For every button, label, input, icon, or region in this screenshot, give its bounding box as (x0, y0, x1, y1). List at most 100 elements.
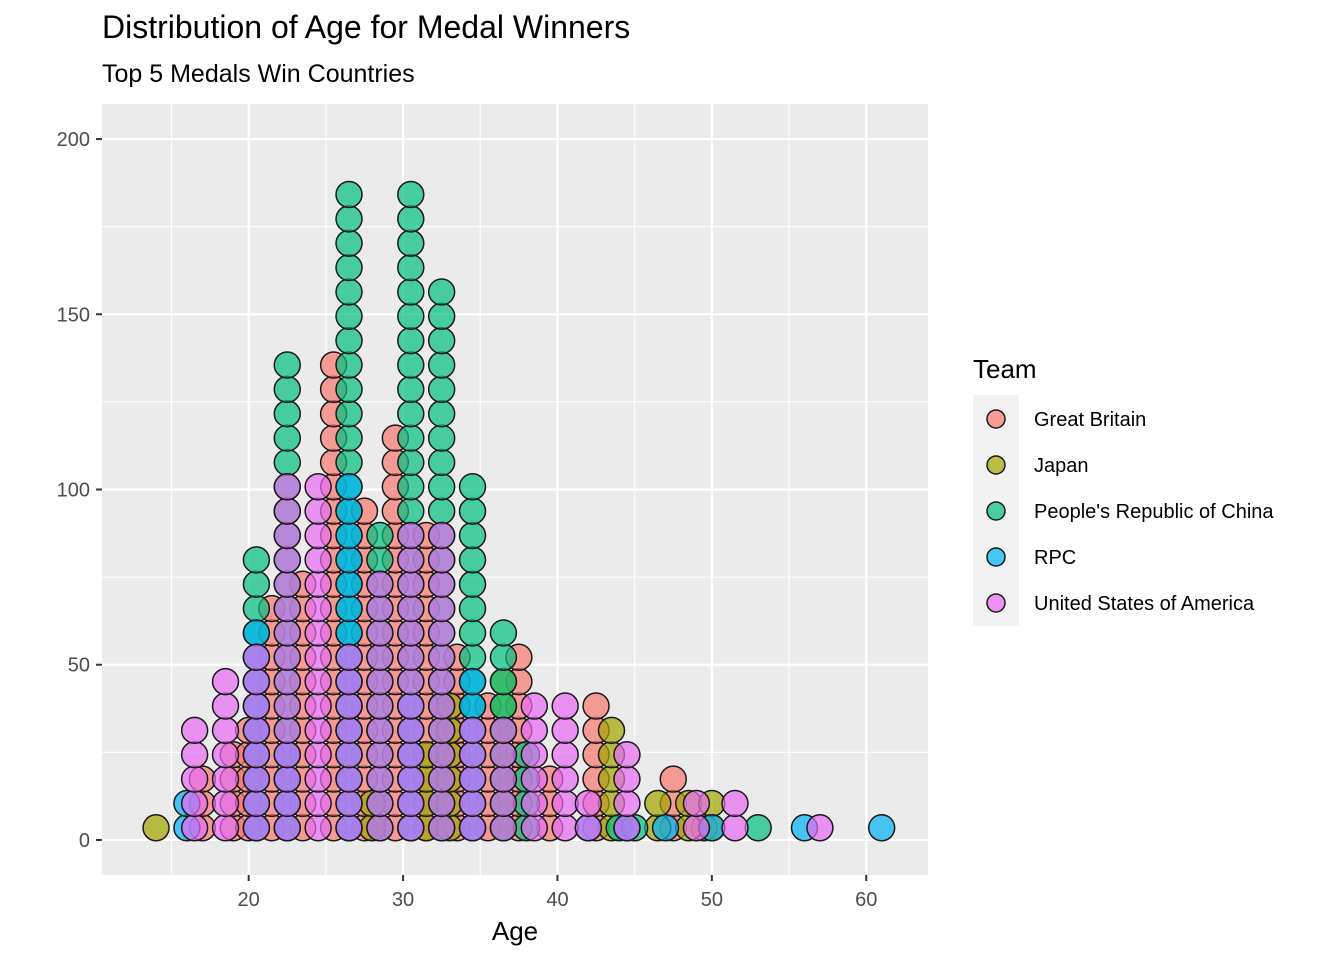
data-point (551, 716, 579, 745)
data-point (273, 643, 301, 672)
data-point (335, 521, 363, 550)
data-point (180, 789, 209, 818)
data-point (304, 643, 332, 672)
data-point (427, 546, 456, 574)
data-point (304, 521, 332, 550)
data-point (397, 789, 425, 818)
data-point (520, 789, 549, 818)
legend-items: Great Britain Japan People's Republic of C… (986, 409, 1274, 615)
data-point (335, 667, 363, 696)
data-point (211, 740, 240, 769)
data-point (427, 302, 456, 331)
data-point (335, 643, 363, 672)
data-point (335, 448, 363, 477)
data-point (551, 740, 579, 769)
data-point (335, 716, 363, 745)
data-point (551, 692, 579, 720)
data-point (273, 594, 301, 623)
data-point (427, 399, 456, 428)
data-point (242, 594, 271, 623)
data-point (427, 789, 456, 818)
data-point (489, 789, 518, 818)
data-point (335, 570, 363, 598)
data-point (397, 497, 425, 525)
data-point (335, 692, 363, 720)
data-point (273, 521, 301, 550)
data-point (427, 424, 456, 452)
data-point (366, 619, 394, 647)
data-point (211, 667, 240, 696)
data-point (211, 765, 240, 793)
data-point (335, 302, 363, 331)
data-point (335, 424, 363, 452)
y-tick-label: 200 (57, 129, 90, 151)
data-point (806, 814, 834, 842)
data-point (397, 619, 425, 647)
data-point (335, 740, 363, 769)
data-point (335, 253, 363, 282)
data-point (397, 399, 425, 428)
data-point (397, 375, 425, 404)
data-point (304, 497, 332, 525)
data-point (273, 375, 301, 404)
data-point (744, 814, 772, 842)
data-point (397, 521, 425, 550)
data-point (582, 692, 610, 720)
y-tick-label: 50 (68, 655, 90, 677)
data-point (335, 278, 363, 306)
data-point (273, 619, 301, 647)
data-point (273, 351, 301, 379)
data-point (397, 546, 425, 574)
legend-key (986, 455, 1006, 475)
data-point (397, 473, 425, 501)
data-point (366, 570, 394, 598)
data-point (397, 351, 425, 379)
data-point (366, 521, 394, 550)
data-point (427, 619, 456, 647)
data-point (335, 473, 363, 501)
data-point (242, 546, 271, 574)
y-tick-label: 100 (57, 480, 90, 502)
data-point (211, 716, 240, 745)
data-point (242, 643, 271, 672)
data-point (427, 326, 456, 355)
data-point (211, 814, 240, 842)
data-point (242, 716, 271, 745)
data-point (273, 667, 301, 696)
data-point (335, 399, 363, 428)
legend-key (986, 593, 1006, 613)
data-point (520, 765, 549, 793)
data-point (335, 205, 363, 233)
data-point (304, 740, 332, 769)
data-point (366, 716, 394, 745)
data-point (304, 570, 332, 598)
data-point (273, 692, 301, 720)
x-tick-label: 20 (238, 889, 260, 911)
data-point (458, 765, 487, 793)
data-point (242, 667, 271, 696)
data-point (613, 814, 641, 842)
data-point (427, 594, 456, 623)
data-point (335, 789, 363, 818)
data-point (489, 765, 518, 793)
legend-label: United States of America (1034, 593, 1255, 615)
data-point (335, 594, 363, 623)
data-point (489, 692, 518, 720)
data-point (520, 716, 549, 745)
data-point (397, 765, 425, 793)
data-point (273, 814, 301, 842)
data-point (427, 643, 456, 672)
data-point (273, 546, 301, 574)
data-point (242, 692, 271, 720)
data-point (242, 814, 271, 842)
data-point (682, 814, 711, 842)
data-point (273, 765, 301, 793)
data-point (397, 424, 425, 452)
data-point (427, 448, 456, 477)
legend-label: Japan (1034, 455, 1089, 477)
y-tick-label: 0 (79, 830, 90, 852)
legend-title: Team (973, 354, 1037, 384)
data-point (427, 570, 456, 598)
data-point (458, 497, 487, 525)
data-point (427, 497, 456, 525)
